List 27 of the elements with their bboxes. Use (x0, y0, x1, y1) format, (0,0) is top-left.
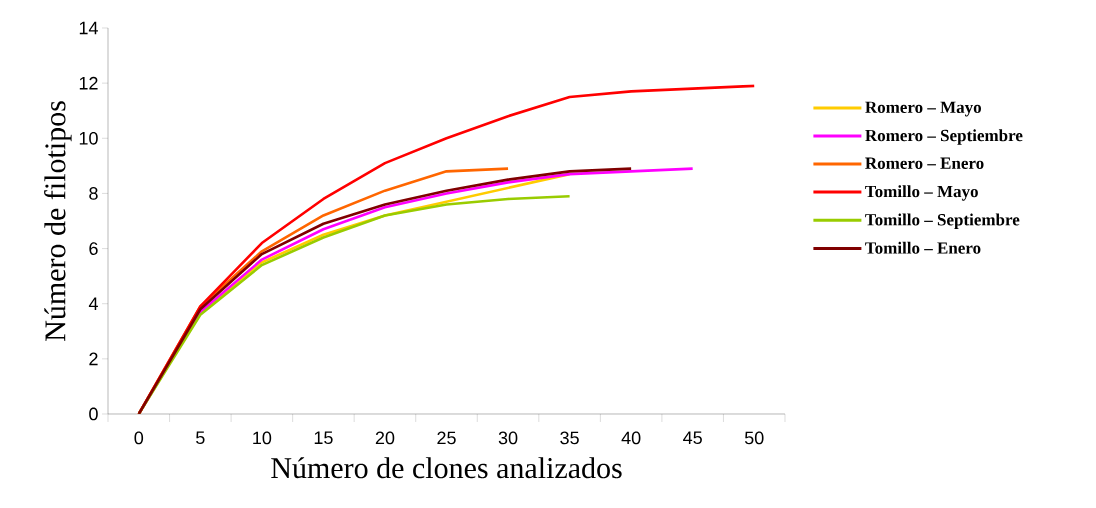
y-tick-label: 4 (88, 297, 98, 310)
y-tick-label: 2 (89, 352, 98, 366)
x-tick-label: 15 (314, 431, 333, 445)
y-tick-label: 14 (79, 21, 98, 35)
x-tick-label: 50 (744, 431, 764, 445)
x-tick-label: 5 (196, 431, 205, 445)
x-axis-title: Número de clones analizados (271, 457, 622, 479)
legend-label: Tomillo – Enero (865, 241, 981, 254)
x-tick-label: 40 (621, 431, 641, 445)
legend-label: Romero – Septiembre (865, 129, 1023, 145)
y-tick-label: 8 (89, 187, 98, 200)
legend-label: Tomillo – Mayo (865, 185, 978, 201)
x-tick-label: 45 (683, 431, 702, 445)
legend-label: Tomillo – Septiembre (865, 213, 1020, 229)
legend-label: Romero – Mayo (865, 101, 982, 117)
y-tick-label: 10 (79, 131, 98, 145)
y-axis-title: Número de filotipos (44, 101, 72, 341)
y-tick-label: 0 (89, 407, 98, 421)
y-tick-label: 6 (89, 242, 98, 255)
x-tick-label: 0 (134, 431, 144, 445)
x-tick-label: 20 (375, 431, 395, 445)
y-tick-label: 12 (79, 76, 98, 90)
x-tick-label: 35 (560, 431, 579, 445)
x-tick-label: 25 (437, 431, 456, 445)
x-tick-label: 10 (253, 431, 272, 445)
x-tick-label: 30 (498, 431, 518, 445)
legend-label: Romero – Enero (865, 157, 984, 169)
